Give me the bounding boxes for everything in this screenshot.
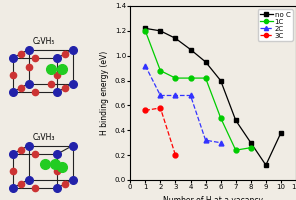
Y-axis label: H binding energy (eV): H binding energy (eV) [100, 51, 109, 135]
X-axis label: Number of H at a vacancy: Number of H at a vacancy [163, 196, 263, 200]
Text: C₃VH₃: C₃VH₃ [33, 133, 55, 142]
Text: C₂VH₅: C₂VH₅ [33, 37, 55, 46]
Legend: no C, 1C, 2C, 3C: no C, 1C, 2C, 3C [258, 9, 292, 41]
